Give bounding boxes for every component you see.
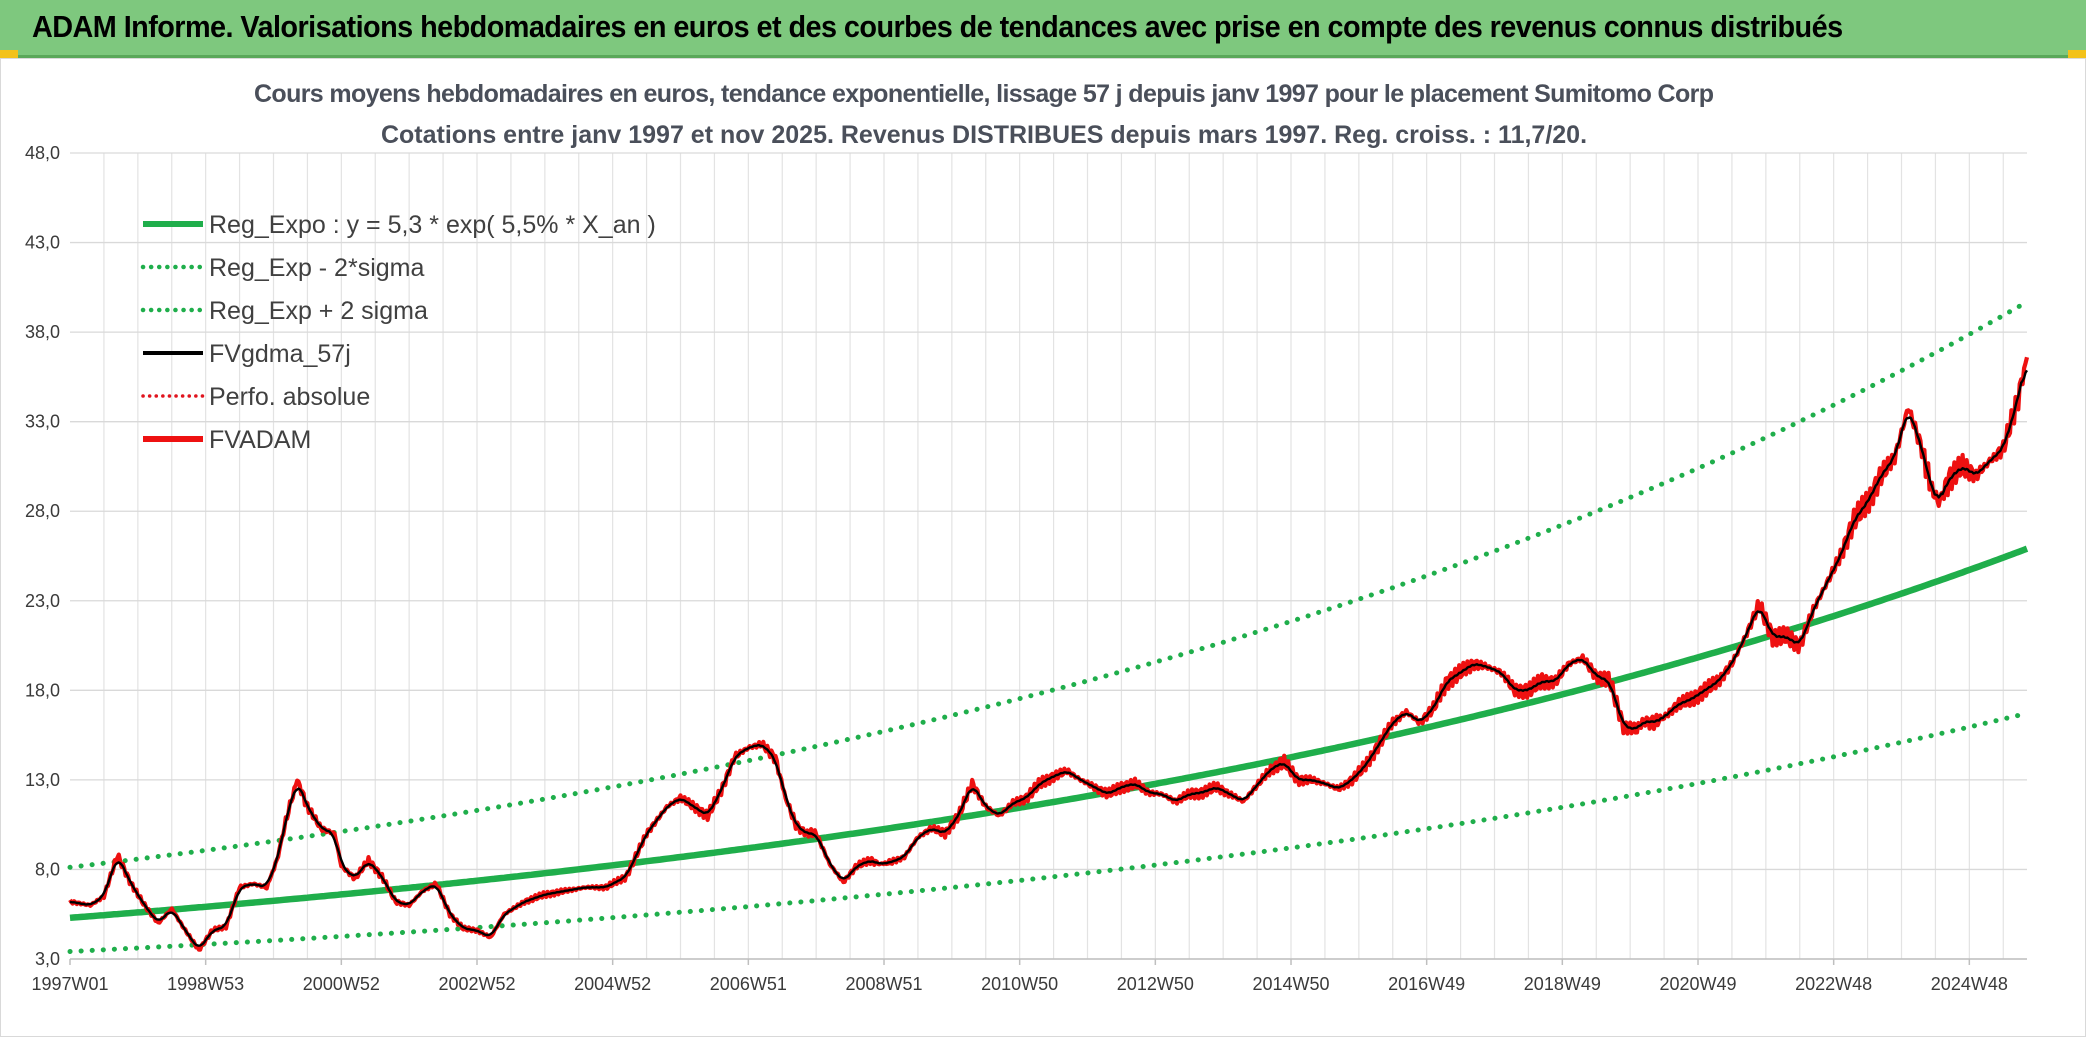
header-bar: ADAM Informe. Valorisations hebdomadaire…	[0, 0, 2086, 58]
y-tick-label: 13,0	[25, 770, 60, 790]
chart-title-line: Cours moyens hebdomadaires en euros, ten…	[254, 80, 1714, 108]
grid	[70, 152, 2027, 960]
legend-label: FVADAM	[209, 426, 311, 454]
x-tick-label: 2018W49	[1524, 974, 1601, 994]
legend-label: Reg_Exp + 2 sigma	[209, 297, 428, 325]
y-tick-label: 23,0	[25, 591, 60, 611]
x-tick-label: 2016W49	[1388, 974, 1465, 994]
y-tick-label: 28,0	[25, 501, 60, 521]
y-tick-label: 43,0	[25, 233, 60, 253]
legend-label: Perfo. absolue	[209, 383, 370, 411]
x-tick-label: 1997W01	[31, 974, 108, 994]
legend-label: Reg_Exp - 2*sigma	[209, 254, 424, 282]
axes: 3,0 8,0 13,0 18,0 23,0 28,0 33,0 38,0 43,0 48,0 19…	[25, 143, 2027, 994]
y-tick-label: 3,0	[35, 949, 60, 969]
series-reg-expo	[69, 545, 2029, 922]
legend-label: Reg_Expo : y = 5,3 * exp( 5,5% * X_an )	[209, 211, 656, 239]
x-tick-label: 2020W49	[1659, 974, 1736, 994]
series-reg-exp-minus-2-sigma	[67, 710, 2030, 954]
series-fvgdma-57j	[69, 369, 2029, 947]
series-layer	[67, 299, 2030, 954]
y-tick-label: 38,0	[25, 322, 60, 342]
y-tick-label: 33,0	[25, 412, 60, 432]
series-reg-exp-plus-2-sigma	[67, 299, 2030, 870]
x-tick-label: 2004W52	[574, 974, 651, 994]
corner-mark-left	[0, 50, 18, 58]
chart-title: Cours moyens hebdomadaires en euros, ten…	[209, 78, 1759, 151]
x-tick-label: 2000W52	[303, 974, 380, 994]
x-tick-label: 2002W52	[438, 974, 515, 994]
series-fvadam	[68, 356, 2030, 952]
chart-title-backing	[374, 119, 1594, 151]
legend-label: FVgdma_57j	[209, 340, 351, 368]
legend: Reg_Expo : y = 5,3 * exp( 5,5% * X_an ) R…	[140, 211, 656, 454]
chart-title-backing	[209, 78, 1759, 110]
x-tick-label: 2010W50	[981, 974, 1058, 994]
y-tick-label: 48,0	[25, 143, 60, 163]
y-tick-label: 18,0	[25, 680, 60, 700]
x-tick-label: 2014W50	[1252, 974, 1329, 994]
header-title: ADAM Informe. Valorisations hebdomadaire…	[32, 9, 1843, 44]
chart-frame: Cours moyens hebdomadaires en euros, ten…	[0, 58, 2086, 1037]
x-tick-label: 2008W51	[845, 974, 922, 994]
x-tick-label: 2006W51	[710, 974, 787, 994]
x-tick-label: 2022W48	[1795, 974, 1872, 994]
x-tick-label: 2024W48	[1931, 974, 2008, 994]
x-tick-label: 2012W50	[1117, 974, 1194, 994]
x-tick-label: 1998W53	[167, 974, 244, 994]
chart-title-line: Cotations entre janv 1997 et nov 2025. R…	[381, 121, 1587, 149]
chart: Cours moyens hebdomadaires en euros, ten…	[25, 78, 2030, 994]
corner-mark-right	[2068, 50, 2086, 58]
y-tick-label: 8,0	[35, 859, 60, 879]
